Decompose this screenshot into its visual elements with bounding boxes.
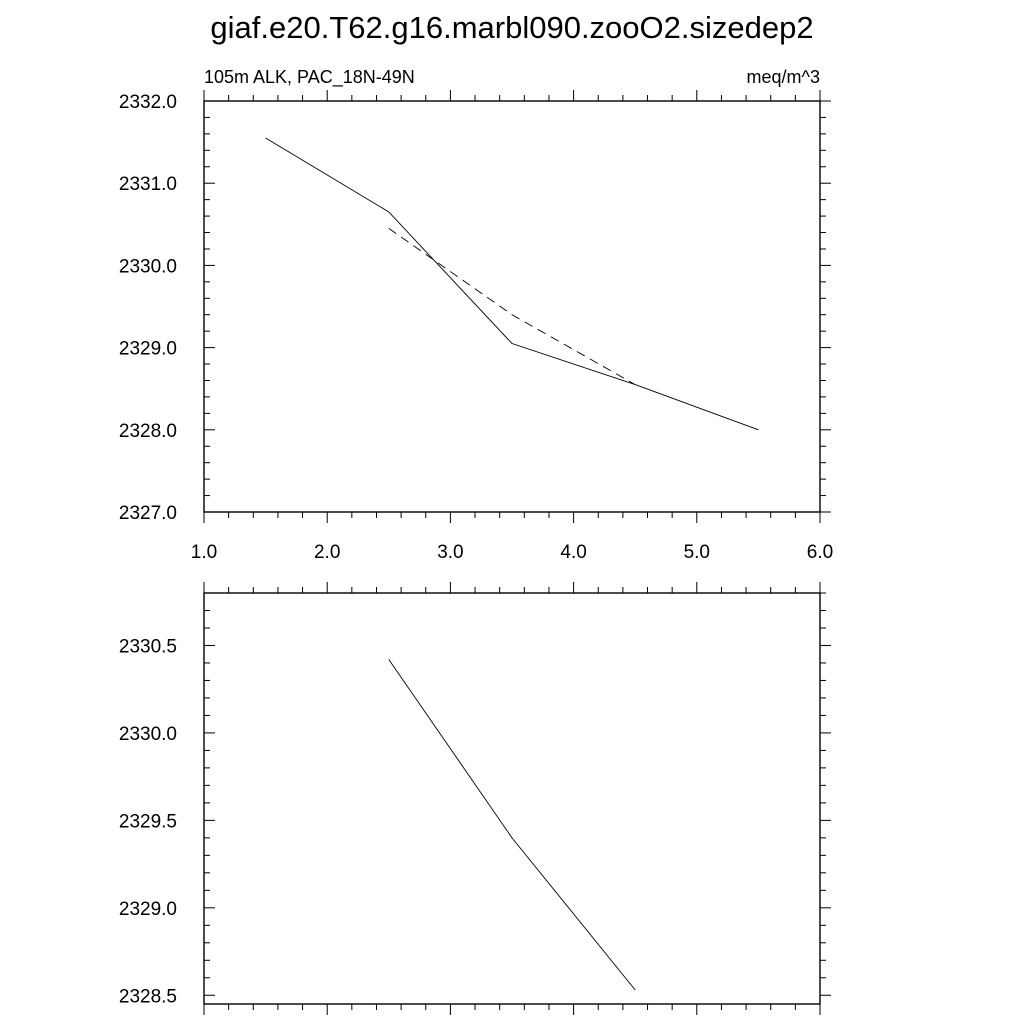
panel-1-x-tick-label: 3.0 bbox=[437, 542, 463, 563]
panel-1-x-tick-label: 6.0 bbox=[807, 542, 833, 563]
panel-1-y-tick-label: 2331.0 bbox=[119, 174, 177, 195]
panel-1-y-tick-label: 2328.0 bbox=[119, 421, 177, 442]
panel-2-y-tick-label: 2330.5 bbox=[119, 636, 177, 657]
panel-2-frame bbox=[203, 592, 821, 1005]
panel-1-series-1-line bbox=[265, 137, 759, 431]
panel-1-x-tick-label: 5.0 bbox=[684, 542, 710, 563]
panel-1-left-label: 105m ALK, PAC_18N-49N bbox=[204, 67, 415, 88]
panel-2-y-tick-label: 2330.0 bbox=[119, 724, 177, 745]
panel-2-y-tick-label: 2329.0 bbox=[119, 899, 177, 920]
panel-2-y-tick-label: 2328.5 bbox=[119, 986, 177, 1007]
figure-title: giaf.e20.T62.g16.marbl090.zooO2.sizedep2 bbox=[210, 10, 813, 45]
panel-1-x-tick-label: 1.0 bbox=[191, 542, 217, 563]
panel-1-series-2-line bbox=[388, 228, 636, 385]
panel-1-right-label: meq/m^3 bbox=[747, 67, 820, 87]
panel-2-plot: 2328.5 2329.0 2329.5 2330.0 2330.5 bbox=[119, 582, 831, 1015]
panel-1-y-tick-label: 2332.0 bbox=[119, 92, 177, 113]
panel-1-frame bbox=[203, 100, 821, 513]
panel-1-x-tick-label: 4.0 bbox=[560, 542, 586, 563]
panel-1-x-tick-label: 2.0 bbox=[314, 542, 340, 563]
panel-1-y-tick-label: 2329.0 bbox=[119, 339, 177, 360]
panel-2-y-tick-label: 2329.5 bbox=[119, 811, 177, 832]
panel-1-y-tick-label: 2330.0 bbox=[119, 256, 177, 277]
panel-1-y-tick-label: 2327.0 bbox=[119, 503, 177, 524]
panel-2-series-1-line bbox=[388, 659, 636, 991]
panel-1-plot: 1.0 2.0 3.0 4.0 5.0 6.0 2327.0 2328.0 2329.0 2330… bbox=[119, 90, 833, 563]
